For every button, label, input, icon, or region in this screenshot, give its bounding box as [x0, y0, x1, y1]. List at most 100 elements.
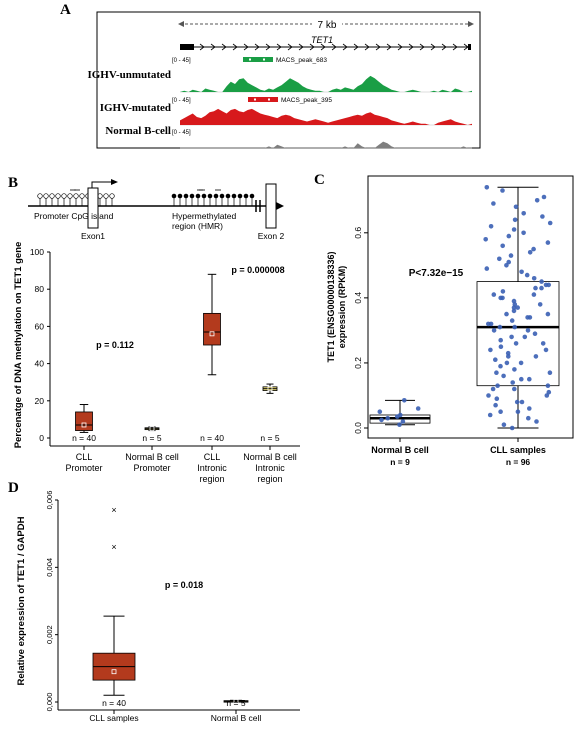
gene-arrow: [276, 43, 282, 51]
gene-arrow: [375, 43, 381, 51]
gene-arrow: [210, 43, 216, 51]
data-point: [547, 220, 553, 226]
plot-frame: [367, 175, 574, 439]
data-point: [402, 398, 407, 403]
gene-arrow: [430, 43, 436, 51]
data-point: [527, 406, 532, 411]
data-point: [500, 243, 505, 249]
data-point: [511, 308, 517, 314]
methylated-cpg: [183, 193, 189, 199]
y-tick-label: 0.4: [353, 292, 363, 304]
data-point: [493, 402, 498, 408]
panel-d-chart: 0,000 0,002 0,004 0,006 Relative expression …: [16, 491, 300, 723]
data-point: [484, 266, 490, 271]
data-point: [540, 341, 546, 346]
outlier-marker: ×: [111, 505, 116, 515]
data-point: [379, 417, 384, 423]
y-tick-label: 0,004: [45, 558, 54, 577]
data-point: [524, 272, 530, 278]
gene-arrow: [419, 43, 425, 51]
mean-marker: [233, 698, 239, 704]
data-point: [534, 419, 539, 424]
y-tick-label: 80: [35, 284, 45, 294]
data-point: [490, 386, 496, 392]
x-category-label: Normal B cell: [211, 713, 262, 723]
gene-arrow: [452, 43, 458, 51]
unmethylated-cpg: [43, 193, 49, 199]
data-point: [488, 224, 494, 229]
data-point: [506, 259, 511, 265]
data-point: [543, 347, 549, 353]
gene-arrow: [298, 43, 304, 51]
p-value-intronic: p = 0.000008: [231, 265, 284, 275]
exon1-box: [87, 187, 99, 229]
unmethylated-cpg: [49, 193, 55, 199]
data-point: [486, 393, 491, 398]
p-value-promoter: p = 0.112: [96, 340, 134, 350]
gene-end: [468, 44, 471, 50]
y-tick-label: 100: [30, 247, 44, 257]
p-value-label: P<7.32e−15: [409, 268, 464, 279]
data-point: [518, 360, 524, 366]
y-tick-label: 0: [39, 433, 44, 443]
data-point: [397, 422, 402, 427]
y-tick-label: 0,002: [45, 625, 54, 644]
data-point: [488, 347, 493, 353]
data-point: [509, 425, 515, 431]
data-point: [506, 233, 512, 239]
data-point: [534, 198, 540, 203]
x-category-label: Promoter: [133, 463, 170, 473]
coverage-profile: [180, 108, 472, 125]
data-point: [491, 201, 496, 206]
gene-arrow: [309, 43, 315, 51]
data-point: [511, 298, 517, 304]
data-point: [531, 246, 536, 252]
exon1-label: Exon1: [81, 231, 105, 241]
data-point: [519, 269, 524, 275]
x-category-label: region: [257, 474, 282, 484]
methylated-cpg: [177, 193, 183, 199]
y-tick-label: 0.6: [353, 227, 363, 239]
data-point: [539, 279, 544, 284]
data-point: [539, 285, 544, 291]
unmethylated-cpg: [109, 193, 115, 199]
gene-arrow: [221, 43, 227, 51]
data-point: [494, 396, 500, 401]
gene-arrow: [265, 43, 271, 51]
y-axis-label: Relative expression of TET1 / GAPDH: [16, 516, 27, 685]
sample-count: n = 5: [260, 433, 279, 443]
gene-arrow: [232, 43, 238, 51]
methylated-cpg: [237, 193, 243, 199]
peak-label: MACS_peak_683: [276, 57, 327, 64]
y-axis-label-line2: expression (RPKM): [337, 266, 347, 349]
gene-arrow: [463, 43, 469, 51]
data-point: [512, 386, 517, 392]
exon2-label: Exon 2: [258, 231, 285, 241]
data-point: [525, 315, 530, 320]
promoter-cpg-label: Promoter CpG island: [34, 211, 114, 221]
data-point: [511, 227, 517, 232]
gene-arrow: [353, 43, 359, 51]
gene-arrow: [254, 43, 260, 51]
mean-marker: [209, 331, 215, 337]
hmr-label-line1: Hypermethylated: [172, 211, 237, 221]
methylated-cpg: [171, 193, 177, 199]
scale-arrow-left: [178, 21, 184, 27]
data-point: [545, 383, 551, 388]
peak-dot: [254, 98, 256, 101]
mean-marker: [81, 422, 87, 428]
data-point: [509, 334, 514, 340]
data-point: [505, 350, 511, 356]
track-name: IGHV-unmutated: [87, 69, 171, 81]
panel-a-letter: A: [60, 2, 71, 18]
box: [75, 411, 93, 431]
data-point: [501, 373, 506, 379]
peak-dot: [249, 58, 251, 61]
gene-utr: [180, 44, 194, 50]
data-point: [400, 419, 406, 424]
methylated-cpg: [189, 193, 195, 199]
unmethylated-cpg: [67, 193, 73, 199]
x-category-label: Promoter: [65, 463, 102, 473]
peak-dot: [263, 58, 265, 61]
methylated-cpg: [231, 193, 237, 199]
